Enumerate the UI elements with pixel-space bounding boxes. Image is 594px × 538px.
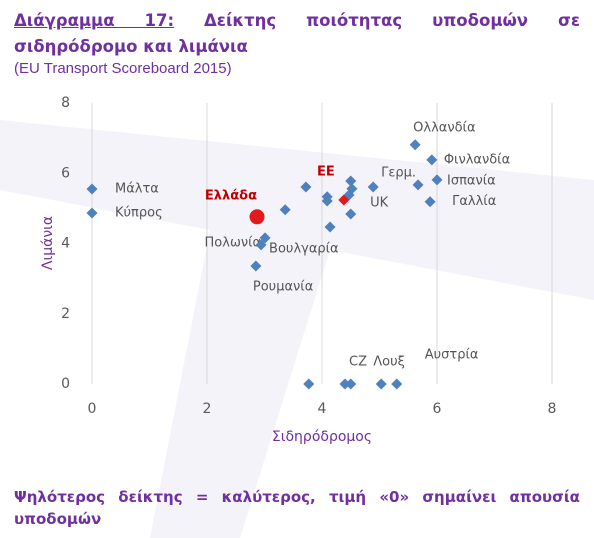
- y-tick-label: 2: [61, 306, 70, 322]
- point: [86, 207, 98, 219]
- point: [255, 239, 267, 251]
- y-tick-label: 6: [61, 165, 70, 181]
- point-label: UK: [370, 195, 389, 210]
- point: [409, 139, 421, 151]
- x-tick-label: 2: [203, 401, 212, 417]
- subtitle: (EU Transport Scoreboard 2015): [14, 60, 232, 77]
- point: [86, 183, 98, 195]
- point-label: Ελλάδα: [205, 188, 257, 203]
- point: [259, 232, 271, 244]
- point-label: Λουξ: [373, 355, 405, 370]
- x-tick-label: 4: [318, 401, 327, 417]
- point: [367, 181, 379, 193]
- x-tick-label: 6: [433, 401, 442, 417]
- note: Ψηλότερος δείκτης = καλύτερος, τιμή «0» …: [14, 488, 580, 528]
- point: [321, 195, 333, 207]
- point-label: Μάλτα: [115, 182, 159, 197]
- point: [426, 154, 438, 166]
- point: [338, 194, 350, 206]
- point-label: Βουλγαρία: [269, 241, 339, 256]
- point: [249, 209, 265, 225]
- point-label: Ολλανδία: [413, 120, 475, 135]
- point-label: ΕΕ: [317, 164, 335, 179]
- point: [345, 378, 357, 390]
- x-axis-title: Σιδηρόδρομος: [272, 429, 372, 445]
- point: [345, 175, 357, 187]
- point-label: Γαλλία: [452, 194, 496, 209]
- watermark: [0, 120, 594, 538]
- point: [279, 204, 291, 216]
- point-label: Ισπανία: [447, 173, 496, 188]
- point: [324, 221, 336, 233]
- y-tick-label: 4: [61, 236, 70, 252]
- point: [250, 260, 262, 272]
- point-label: Πολωνία: [205, 235, 262, 250]
- point: [391, 378, 403, 390]
- point: [339, 378, 351, 390]
- x-tick-label: 8: [548, 401, 557, 417]
- point: [375, 378, 387, 390]
- point: [412, 179, 424, 191]
- point-label: Φινλανδία: [444, 152, 510, 167]
- point-label: Αυστρία: [425, 348, 479, 363]
- point: [431, 174, 443, 186]
- title: Διάγραμμα 17: Δείκτης ποιότητας υποδομών…: [14, 8, 580, 60]
- point: [345, 208, 357, 220]
- point: [303, 378, 315, 390]
- point-label: Γερμ.: [381, 165, 416, 180]
- y-tick-label: 0: [61, 376, 70, 392]
- point-label: CZ: [349, 355, 367, 370]
- x-tick-label: 0: [88, 401, 97, 417]
- title-prefix: Διάγραμμα 17:: [14, 11, 175, 30]
- y-tick-label: 8: [61, 95, 70, 111]
- point: [300, 181, 312, 193]
- y-axis-title: Λιμάνια: [40, 216, 56, 270]
- point-label: Κύπρος: [115, 205, 163, 220]
- point-label: Ρουμανία: [253, 279, 313, 294]
- title-text: Δείκτης ποιότητας υποδομών σε σιδηρόδρομ…: [14, 11, 581, 56]
- point: [424, 196, 436, 208]
